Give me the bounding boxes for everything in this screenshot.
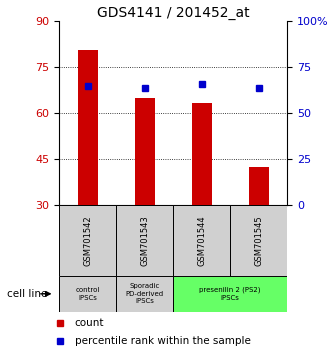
- Title: GDS4141 / 201452_at: GDS4141 / 201452_at: [97, 6, 249, 20]
- Bar: [78, 50, 98, 205]
- Bar: [249, 167, 269, 205]
- Text: control
IPSCs: control IPSCs: [76, 287, 100, 301]
- Bar: [173, 276, 287, 312]
- Bar: [230, 205, 287, 276]
- Text: GSM701545: GSM701545: [254, 215, 263, 266]
- Text: GSM701543: GSM701543: [140, 215, 149, 266]
- Bar: [116, 205, 173, 276]
- Text: presenilin 2 (PS2)
iPSCs: presenilin 2 (PS2) iPSCs: [199, 287, 261, 301]
- Text: GSM701544: GSM701544: [197, 215, 206, 266]
- Text: count: count: [75, 318, 104, 328]
- Bar: [173, 205, 230, 276]
- Text: cell line: cell line: [7, 289, 47, 299]
- Bar: [59, 276, 116, 312]
- Bar: [59, 205, 116, 276]
- Text: Sporadic
PD-derived
iPSCs: Sporadic PD-derived iPSCs: [126, 283, 164, 304]
- Bar: [135, 98, 155, 205]
- Bar: [116, 276, 173, 312]
- Text: percentile rank within the sample: percentile rank within the sample: [75, 336, 250, 346]
- Bar: [192, 103, 212, 205]
- Text: GSM701542: GSM701542: [83, 215, 92, 266]
